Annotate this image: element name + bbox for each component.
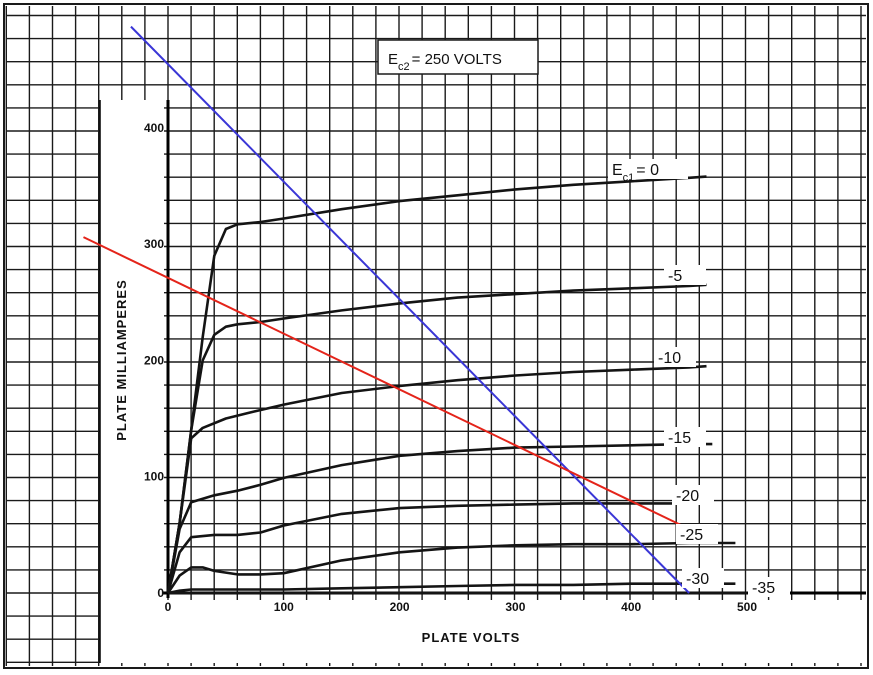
ec2-annotation: Ec2 = 250 VOLTS [377,39,539,75]
curve-label: -20 [676,488,699,505]
curve-0 [166,175,707,594]
curve-labels: Ec1 = 0 -5 -10 -15 -20 -25 -30 -35 [608,159,790,597]
red-load-line [83,236,688,529]
curve-label-bg [608,159,688,179]
curve-label-bg [672,485,714,505]
x-tick-label: 200 [390,600,410,614]
curve-label-bg [654,347,696,367]
curve-label-bg [748,577,790,597]
curve-5 [166,541,736,594]
x-tick-label: 0 [165,600,172,614]
curve-label-bg [676,524,718,544]
x-axis-title: PLATE VOLTS [422,630,521,645]
y-tick-label: 100 [144,470,164,484]
ec2-annotation-text: Ec2 = 250 VOLTS [388,51,502,73]
curve-label: -25 [680,527,703,544]
curve-label: -30 [686,571,709,588]
curve-label: -15 [668,430,691,447]
curve-label: -5 [668,268,682,285]
curve-6 [167,582,736,595]
curve-label: -10 [658,350,681,367]
y-tick-label: 0 [157,586,164,600]
curve-label-bg [664,427,706,447]
curve-label-bg [664,265,706,285]
x-tick-label: 500 [737,600,757,614]
plate-curves [166,175,747,595]
xlabel-panel [100,600,865,663]
curve-3 [166,442,713,594]
blue-load-line [130,25,690,594]
curve-label-bg [682,568,724,588]
curve-label: Ec1 = 0 [612,162,659,184]
ec2-annotation-box [377,39,539,75]
ylabel-panel [100,100,164,660]
curve-2 [166,364,707,594]
curve-label: -35 [752,580,775,597]
y-axis-title: PLATE MILLIAMPERES [114,279,129,440]
x-tick-label: 100 [274,600,294,614]
x-tick-label: 400 [621,600,641,614]
y-tick-label: 200 [144,353,164,367]
y-tick-label: 400 [144,121,164,135]
curve-4 [166,502,713,594]
load-lines [83,25,690,594]
curve-1 [166,283,707,594]
y-tick-label: 300 [144,237,164,251]
x-tick-label: 300 [505,600,525,614]
tick-labels: 0 100 200 300 400 500 0 100 200 300 400 [144,121,757,614]
